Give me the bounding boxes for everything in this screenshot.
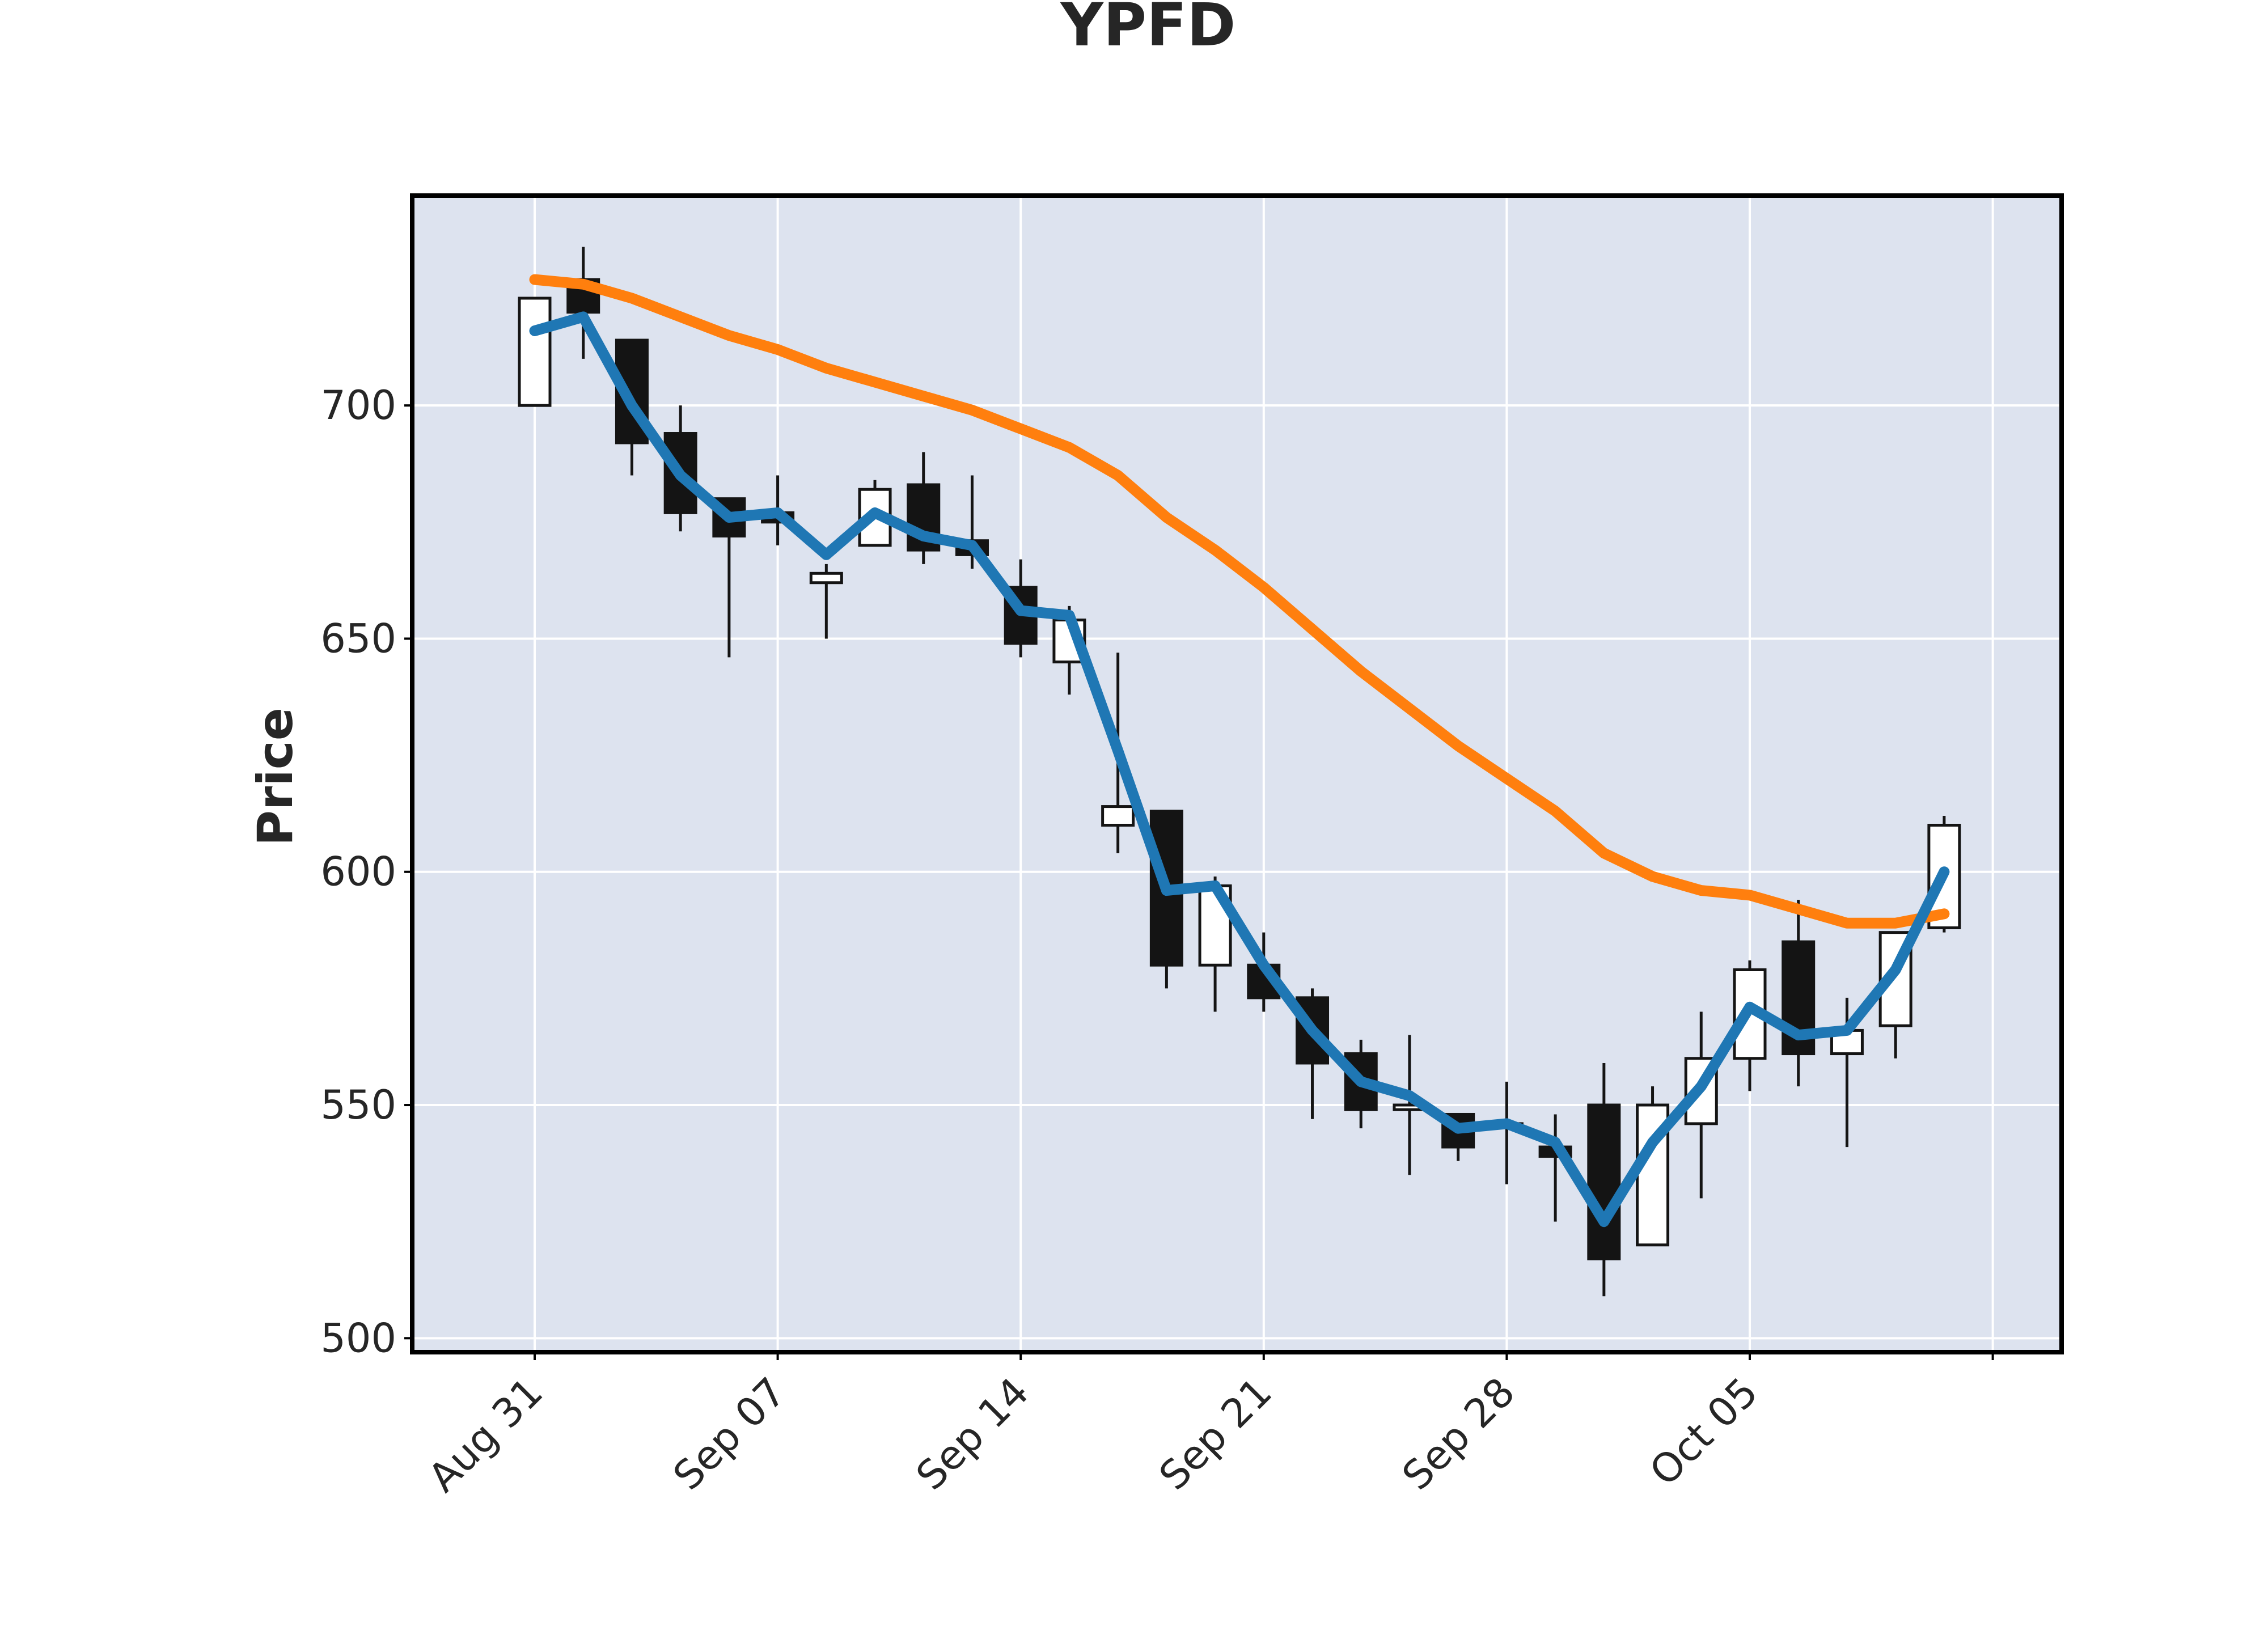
y-tick-label: 650 (320, 615, 396, 662)
x-tick-label: Aug 31 (420, 1369, 552, 1501)
candle (518, 297, 552, 407)
y-tick-label: 700 (320, 382, 396, 429)
candle (1587, 1063, 1621, 1297)
plot-area (412, 196, 2062, 1352)
moving-average-short-line (529, 311, 1950, 1227)
y-tick-label: 600 (320, 849, 396, 895)
y-axis-label: Price (247, 708, 304, 846)
x-axis-ticks: Aug 31 Sep 07 Sep 14 Sep 21 Sep 28 Oct 05 (420, 1352, 1994, 1501)
x-tick-label: Sep 28 (1393, 1369, 1524, 1499)
chart-title: YPFD (1060, 0, 1236, 60)
candle-body-down (1587, 1103, 1621, 1260)
candle (1149, 810, 1183, 989)
y-axis-ticks: 500 550 600 650 700 (320, 382, 412, 1361)
candle-body-up (518, 297, 552, 407)
moving-average-long-line (529, 274, 1950, 929)
candle (809, 564, 843, 639)
candle-body-up (809, 571, 843, 585)
y-tick-label: 500 (320, 1315, 396, 1361)
x-tick-label: Oct 05 (1641, 1369, 1767, 1494)
moving-average-lines (529, 274, 1950, 1227)
x-tick-label: Sep 07 (665, 1369, 795, 1499)
y-tick-label: 550 (320, 1082, 396, 1128)
x-tick-label: Sep 14 (907, 1369, 1038, 1499)
candle-body-up (1101, 805, 1135, 827)
plot-frame (410, 193, 2064, 1354)
x-tick-label: Sep 21 (1150, 1369, 1281, 1499)
